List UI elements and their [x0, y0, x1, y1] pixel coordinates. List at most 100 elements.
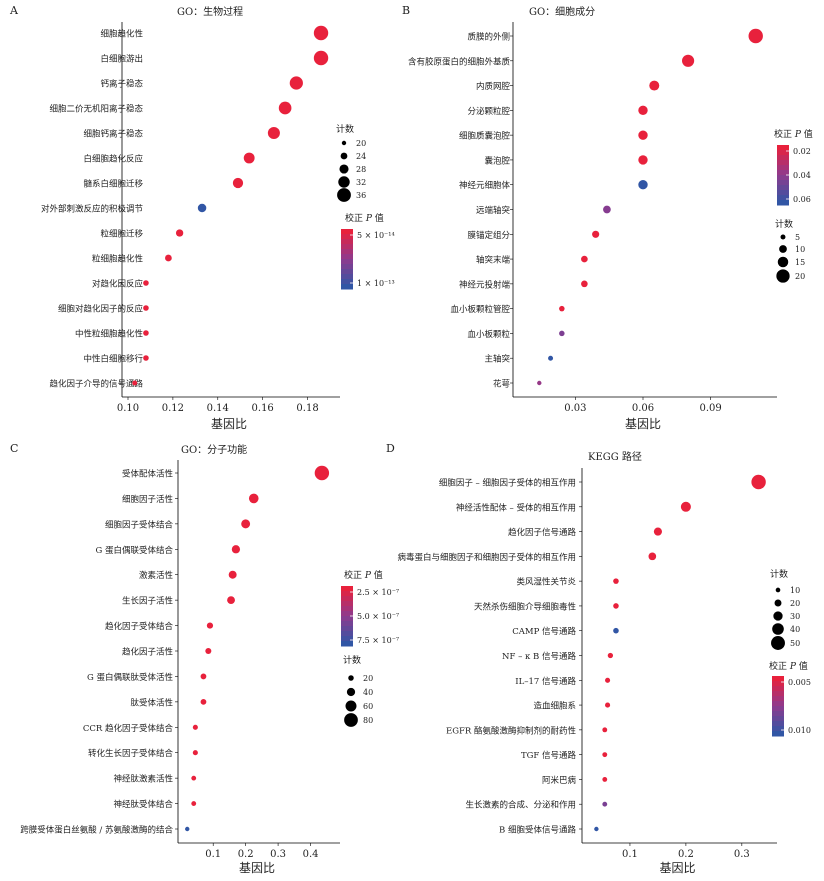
- size-legend-label: 32: [356, 178, 366, 187]
- size-legend-label: 40: [790, 625, 800, 634]
- data-point: [559, 305, 565, 312]
- category-label: 神经活性配体 – 受体的相互作用: [456, 502, 576, 513]
- color-legend-bar-segment: [341, 636, 353, 642]
- color-legend-bar-segment: [341, 631, 353, 637]
- x-tick-label: 0.2: [678, 849, 694, 860]
- data-point: [313, 25, 329, 41]
- size-legend-label: 28: [356, 165, 366, 174]
- size-legend-dot: [337, 188, 351, 202]
- color-legend-bar-segment: [777, 155, 789, 161]
- color-legend-bar-segment: [772, 676, 784, 682]
- category-label: 膜锚定组分: [467, 230, 510, 241]
- size-legend-dot: [776, 269, 790, 283]
- data-point: [185, 826, 190, 832]
- category-label: G 蛋白偶联受体结合: [96, 545, 174, 556]
- color-legend-bar-segment: [341, 284, 353, 290]
- data-point: [594, 826, 599, 832]
- category-label: 白细胞游出: [100, 54, 143, 65]
- size-legend-label: 40: [363, 688, 373, 697]
- category-label: 钙离子稳态: [100, 79, 143, 90]
- color-legend-bar-segment: [777, 200, 789, 206]
- category-label: 神经元细胞体: [459, 180, 511, 191]
- data-point: [602, 727, 608, 733]
- category-label: 造血细胞系: [533, 701, 576, 712]
- category-label: 含有胶原蛋白的细胞外基质: [408, 56, 511, 67]
- x-tick-label: 0.1: [622, 849, 638, 860]
- data-point: [638, 155, 648, 165]
- color-legend-bar-segment: [777, 150, 789, 156]
- data-point: [165, 254, 172, 262]
- data-point: [603, 205, 611, 214]
- size-legend-label: 36: [356, 191, 366, 200]
- panel-letter: D: [386, 442, 395, 455]
- data-point: [581, 280, 588, 288]
- size-legend-dot: [341, 140, 347, 146]
- x-axis-label: 基因比: [625, 417, 661, 431]
- data-point: [175, 229, 184, 237]
- color-legend-bar-segment: [341, 616, 353, 622]
- size-legend-dot: [779, 245, 787, 253]
- category-label: 内质网腔: [476, 81, 511, 92]
- data-point: [231, 545, 241, 554]
- data-point: [548, 355, 554, 361]
- color-legend-bar-segment: [341, 244, 353, 250]
- color-legend-bar-segment: [341, 601, 353, 607]
- panel-letter: A: [9, 4, 19, 17]
- size-legend-dot: [772, 623, 784, 635]
- category-label: 细胞二价无机阳离子稳态: [49, 104, 143, 115]
- color-legend-bar-segment: [777, 185, 789, 191]
- category-label: 天然杀伤细胞介导细胞毒性: [474, 601, 577, 612]
- color-legend-title: 校正 P 值: [774, 128, 813, 140]
- category-label: 神经元投射端: [459, 279, 511, 290]
- data-point: [613, 603, 619, 609]
- category-label: 细胞趋化性: [100, 29, 143, 40]
- color-legend-bar-segment: [341, 279, 353, 285]
- category-label: 细胞钙离子稳态: [83, 129, 143, 140]
- category-label: B 细胞受体信号通路: [499, 825, 576, 836]
- size-legend-title: 计数: [770, 568, 788, 580]
- category-label: 趋化因子活性: [122, 647, 174, 658]
- category-label: 血小板颗粒管腔: [450, 304, 510, 315]
- x-tick-label: 0.2: [238, 849, 254, 860]
- color-legend-label: 2.5 × 10⁻⁷: [357, 588, 399, 597]
- color-legend-bar-segment: [341, 229, 353, 235]
- category-label: 趋化因子信号通路: [508, 527, 577, 538]
- category-label: 花萼: [493, 379, 511, 390]
- category-label: 质膜的外侧: [467, 32, 510, 43]
- category-label: 主轴突: [484, 354, 510, 365]
- category-label: 病毒蛋白与细胞因子和细胞因子受体的相互作用: [397, 552, 576, 563]
- color-legend-bar-segment: [777, 190, 789, 196]
- data-point: [248, 493, 259, 504]
- size-legend-label: 60: [363, 702, 373, 711]
- category-label: CCR 趋化因子受体结合: [83, 723, 174, 734]
- category-label: 生长激素的合成、分泌和作用: [465, 800, 576, 811]
- size-legend-label: 10: [795, 245, 805, 254]
- color-legend-bar-segment: [777, 160, 789, 166]
- size-legend-title: 计数: [343, 654, 361, 666]
- color-legend-bar-segment: [777, 180, 789, 186]
- data-point: [232, 177, 244, 189]
- data-point: [638, 130, 648, 140]
- panel-letter: B: [402, 4, 410, 17]
- color-legend-label: 0.02: [793, 147, 811, 156]
- panel-letter: C: [10, 442, 18, 455]
- size-legend-label: 20: [795, 272, 805, 281]
- size-legend-dot: [345, 700, 357, 712]
- data-point: [581, 255, 588, 263]
- category-label: 粒细胞迁移: [100, 229, 143, 240]
- color-legend-bar-segment: [341, 259, 353, 265]
- color-legend-label: 0.04: [793, 171, 811, 180]
- color-legend-bar-segment: [341, 234, 353, 240]
- data-point: [592, 230, 600, 238]
- data-point: [289, 76, 303, 90]
- color-legend-bar-segment: [772, 696, 784, 702]
- chart-title: KEGG 路径: [588, 450, 642, 463]
- data-point: [613, 578, 619, 584]
- size-legend-dot: [338, 176, 350, 188]
- category-label: 轴突末端: [476, 255, 511, 266]
- color-legend-bar-segment: [341, 254, 353, 260]
- size-legend-dot: [775, 587, 781, 593]
- data-point: [200, 698, 207, 705]
- data-point: [559, 330, 565, 337]
- size-legend-label: 20: [363, 674, 373, 683]
